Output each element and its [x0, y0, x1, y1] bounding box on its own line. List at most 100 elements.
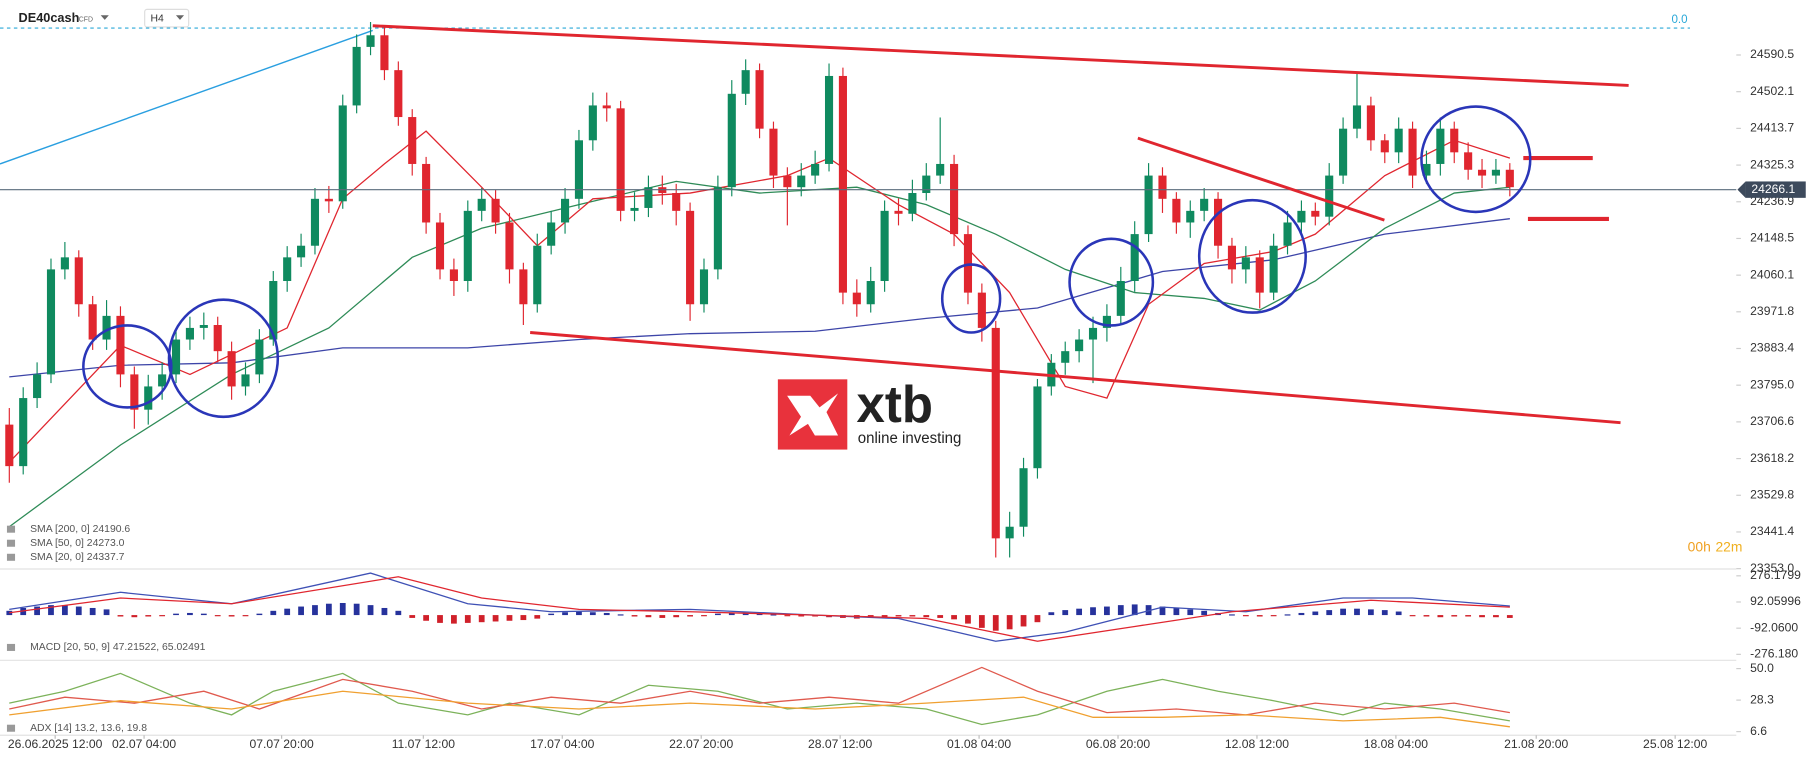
- timer-hours: 00h: [1688, 539, 1711, 555]
- candle-body: [185, 327, 194, 340]
- candle-body: [894, 210, 903, 214]
- histogram-bar: [367, 605, 374, 616]
- candle-body: [338, 105, 347, 202]
- candle-body: [116, 315, 125, 375]
- candle-body: [1102, 315, 1111, 328]
- histogram-bar: [923, 615, 930, 618]
- candle-body: [422, 163, 431, 223]
- candle-body: [74, 257, 83, 305]
- candle-body: [171, 339, 181, 375]
- histogram-bar: [312, 605, 318, 616]
- timeframe[interactable]: H4: [150, 13, 163, 24]
- candle-body: [852, 292, 861, 305]
- caret[interactable]: [100, 15, 109, 20]
- candle-body: [1311, 210, 1320, 217]
- histogram-bar: [1187, 609, 1194, 616]
- candle-body: [5, 424, 14, 467]
- y-tick-label: 24590.5: [1750, 47, 1794, 61]
- legend-label: SMA [200, 0] 24190.6: [30, 524, 130, 535]
- candle-body: [435, 222, 445, 270]
- candle-body: [908, 193, 917, 214]
- candle-body: [241, 374, 250, 387]
- candle-body: [505, 222, 514, 270]
- histogram-bar: [1381, 610, 1388, 616]
- histogram-bar: [978, 615, 985, 628]
- header: DE40cash CFD H4: [19, 8, 190, 28]
- brand: xtb: [857, 376, 933, 433]
- histogram-bar: [742, 612, 749, 616]
- last-price-label: 24266.1: [1751, 182, 1795, 196]
- y-tick-label: 28.3: [1750, 692, 1774, 706]
- histogram-bar: [937, 615, 944, 618]
- candle-body: [644, 187, 653, 208]
- histogram-bar: [728, 612, 735, 616]
- y-tick-label: 23529.8: [1750, 487, 1794, 501]
- histogram-bar: [1076, 608, 1083, 616]
- histogram-bar: [1423, 615, 1430, 617]
- candle-body: [713, 187, 722, 270]
- candle-body: [950, 163, 959, 235]
- candle-body: [922, 175, 931, 194]
- candle-body: [1408, 128, 1417, 176]
- circle: [1197, 198, 1307, 314]
- histogram-bar: [1298, 612, 1305, 616]
- histogram-bar: [576, 611, 582, 616]
- series-line: [8, 180, 1510, 528]
- candle-body: [1116, 281, 1125, 316]
- candle-body: [769, 128, 778, 176]
- candle-body: [88, 304, 97, 340]
- histogram-bar: [589, 612, 596, 616]
- x-tick-label: 25.08 12:00: [1643, 737, 1707, 751]
- candle-body: [1172, 198, 1181, 223]
- candle-body: [686, 210, 695, 305]
- histogram-bar: [478, 615, 485, 623]
- candle-body: [727, 93, 736, 188]
- candle-body: [1255, 257, 1264, 293]
- histogram-bar: [103, 609, 110, 616]
- candle-body: [602, 105, 611, 109]
- candle-body: [1269, 245, 1278, 293]
- y-tick-label: 23353.0: [1750, 561, 1794, 575]
- y-tick-label: 50.0: [1750, 661, 1774, 675]
- histogram-bar: [1367, 609, 1374, 616]
- x-tick-label: 17.07 04:00: [530, 737, 594, 751]
- circle: [1068, 237, 1155, 327]
- histogram-bar: [1270, 615, 1277, 617]
- candle-body: [394, 70, 403, 118]
- marks: 24590.524502.124413.724325.324236.924148…: [0, 21, 1806, 751]
- candle-body: [491, 198, 500, 223]
- y-tick-label: 23618.2: [1750, 451, 1794, 465]
- candle-body: [352, 46, 361, 106]
- symbol[interactable]: DE40cash: [19, 10, 80, 25]
- candle-body: [574, 140, 583, 199]
- candle-body: [1283, 222, 1292, 246]
- histogram-bar: [1409, 615, 1416, 617]
- candle-body: [1380, 140, 1389, 153]
- y-tick-label: -92.0600: [1750, 620, 1798, 634]
- timeframe-box[interactable]: [144, 8, 190, 28]
- candle-body: [60, 257, 69, 270]
- y-tick-label: 23441.4: [1750, 524, 1794, 538]
- histogram-bar: [1117, 605, 1124, 616]
- last-price-box: [1745, 181, 1806, 198]
- candle-body: [1436, 128, 1445, 164]
- histogram-bar: [1034, 615, 1041, 623]
- timer-minutes: 22m: [1715, 539, 1742, 555]
- histogram-bar: [228, 615, 235, 617]
- candle-body: [588, 105, 597, 141]
- drawings: [372, 24, 1629, 425]
- histogram-bar: [1354, 608, 1360, 616]
- legend-icon: [6, 643, 16, 651]
- legend-label: ADX [14] 13.2, 13.6, 19.8: [30, 723, 147, 734]
- candle-body: [1005, 526, 1014, 539]
- candle-body: [561, 198, 570, 223]
- candle-body: [533, 245, 542, 305]
- series-line: [9, 576, 1510, 642]
- histogram-bar: [1173, 607, 1180, 616]
- x-tick-label: 28.07 12:00: [808, 737, 872, 751]
- histogram-bar: [437, 615, 443, 623]
- caret[interactable]: [175, 15, 185, 20]
- series-line: [9, 672, 1510, 726]
